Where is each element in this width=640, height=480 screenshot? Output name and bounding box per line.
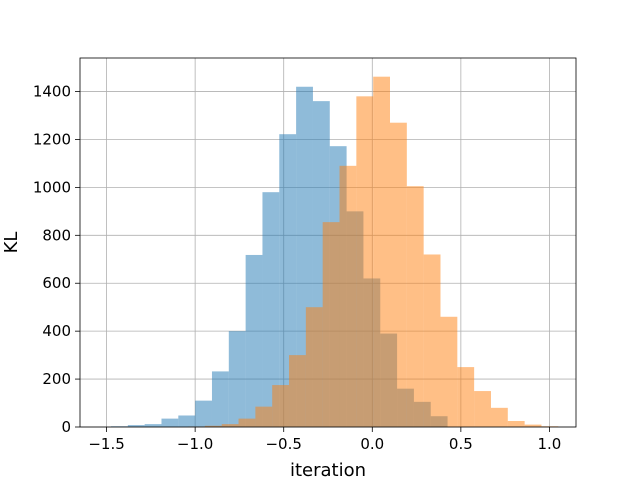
histogram-bar-series-2 — [490, 407, 508, 427]
histogram-bar-series-2 — [305, 307, 323, 427]
x-tick-label: −1.0 — [177, 435, 213, 453]
histogram-bar-series-2 — [356, 96, 374, 428]
histogram-bar-series-1 — [211, 371, 229, 427]
histogram-bar-series-1 — [178, 415, 196, 427]
histogram-bar-series-1 — [127, 425, 145, 427]
bars-layer — [111, 76, 559, 428]
x-tick-label: −1.5 — [88, 435, 124, 453]
histogram-bar-series-1 — [195, 400, 212, 427]
y-tick-label: 1200 — [33, 130, 71, 148]
plot-frame — [79, 57, 577, 428]
histogram-bar-series-2 — [272, 385, 290, 427]
y-tick-label: 800 — [42, 226, 71, 244]
histogram-bar-series-2 — [507, 421, 525, 427]
histogram-bar-series-1 — [262, 192, 280, 427]
histogram-bar-series-1 — [279, 134, 297, 427]
histogram-bar-series-2 — [322, 222, 340, 427]
histogram-bar-series-2 — [339, 165, 357, 427]
histogram-bar-series-2 — [373, 76, 390, 428]
y-tick-label: 1400 — [33, 83, 71, 101]
histogram-bar-series-1 — [245, 254, 263, 427]
histogram-bar-series-2 — [204, 425, 222, 427]
x-tick-label: 0.5 — [449, 435, 473, 453]
histogram-bar-series-2 — [406, 186, 424, 427]
histogram-bar-series-2 — [423, 254, 441, 427]
histogram-bar-series-2 — [457, 367, 475, 427]
histogram-bar-series-2 — [255, 406, 273, 427]
y-tick-label: 1000 — [33, 178, 71, 196]
histogram-bar-series-2 — [440, 316, 458, 427]
histogram-bar-series-2 — [289, 355, 306, 427]
y-tick-label: 0 — [61, 418, 71, 436]
y-tick-label: 600 — [42, 274, 71, 292]
x-tick-label: 0.0 — [360, 435, 384, 453]
histogram-bar-series-2 — [524, 424, 542, 427]
y-tick-label: 200 — [42, 370, 71, 388]
x-tick-label: −0.5 — [265, 435, 301, 453]
x-tick-label: 1.0 — [537, 435, 561, 453]
histogram-bar-series-1 — [144, 424, 162, 427]
histogram-bar-series-2 — [221, 424, 239, 427]
y-axis-label: KL — [1, 232, 22, 254]
histogram-bar-series-2 — [474, 391, 491, 427]
histogram-bar-series-1 — [161, 418, 179, 427]
y-tick-label: 400 — [42, 322, 71, 340]
histogram-bar-series-2 — [390, 122, 407, 428]
x-axis-label: iteration — [290, 460, 366, 480]
histogram-bar-series-2 — [238, 418, 256, 427]
axes-layer: −1.5 −1.0 −0.5 0.0 0.5 1.0 0 200 400 600 800 1000 12… — [33, 57, 577, 453]
histogram-bar-series-1 — [228, 331, 246, 427]
